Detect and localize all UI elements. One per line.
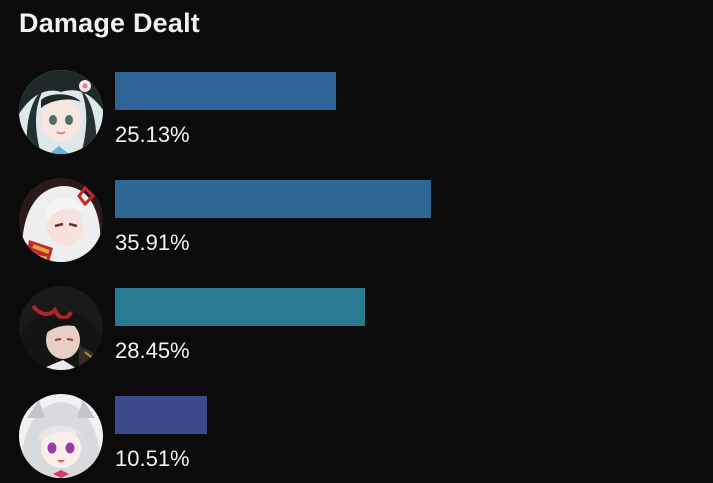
- character-row: 25.13%: [19, 70, 679, 156]
- damage-percent-label: 25.13%: [115, 122, 190, 147]
- damage-percent-label: 35.91%: [115, 230, 190, 255]
- damage-bar: [115, 180, 431, 218]
- damage-percent-label: 10.51%: [115, 446, 190, 471]
- dark-haired-girl-avatar-icon: [19, 70, 103, 154]
- damage-percent-label: 28.45%: [115, 338, 190, 363]
- silver-haired-girl-avatar-icon: [19, 394, 103, 478]
- damage-bar: [115, 396, 208, 434]
- white-haired-girl-avatar-icon: [19, 178, 103, 262]
- character-row: 28.45%: [19, 286, 679, 372]
- black-red-haired-avatar-icon: [19, 286, 103, 370]
- character-row: 35.91%: [19, 178, 679, 264]
- panel-title: Damage Dealt: [19, 8, 200, 38]
- damage-bar: [115, 288, 366, 326]
- character-row: 10.51%: [19, 394, 679, 480]
- damage-bar: [115, 72, 337, 110]
